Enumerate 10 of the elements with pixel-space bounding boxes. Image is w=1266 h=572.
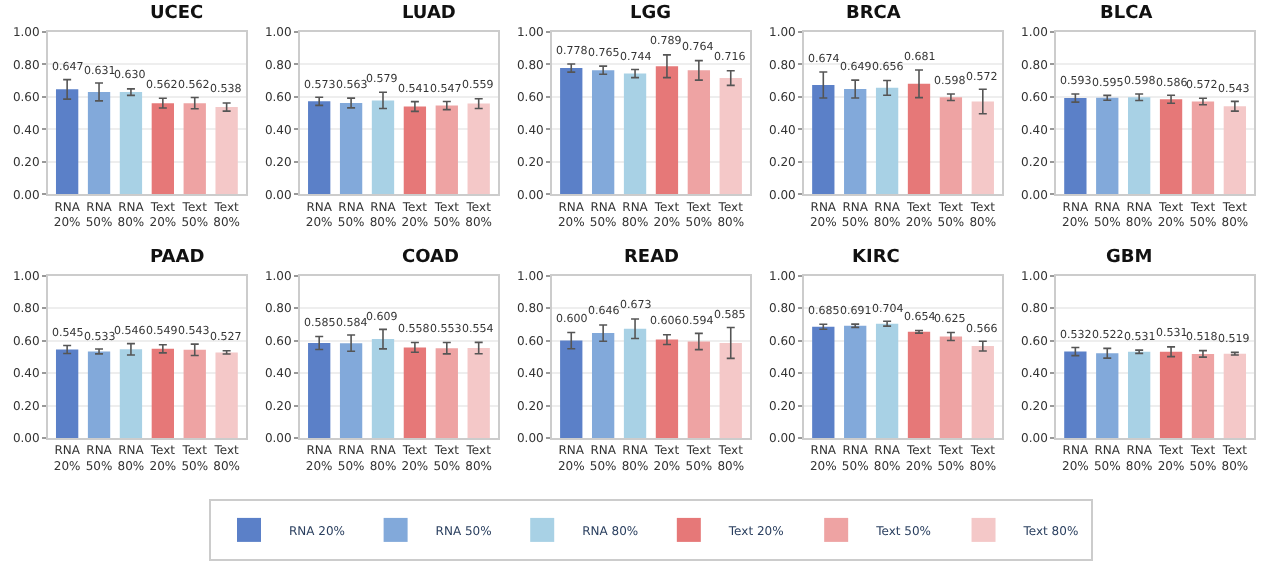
chart-title: GBM: [1106, 248, 1153, 268]
chart-title: UCEC: [150, 4, 205, 24]
chart-title: LUAD: [402, 4, 456, 24]
chart-title: READ: [624, 248, 680, 268]
chart-title: KIRC: [852, 248, 901, 268]
chart-title: BLCA: [1100, 4, 1153, 24]
chart-title: BRCA: [846, 4, 901, 24]
chart-title: LGG: [630, 4, 672, 24]
chart-title: PAAD: [150, 248, 205, 268]
chart-title: COAD: [402, 248, 459, 268]
